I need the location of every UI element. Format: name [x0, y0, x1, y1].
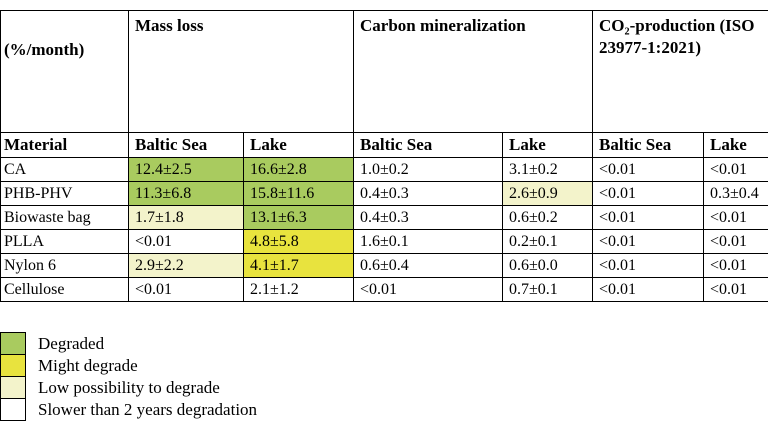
value-cell: <0.01 [592, 181, 705, 206]
low-color-swatch [0, 376, 26, 399]
table-row: PHB-PHV 11.3±6.8 15.8±11.6 0.4±0.3 2.6±0.9 <0… [0, 181, 768, 206]
value-cell: 0.6±0.2 [502, 205, 594, 230]
value-cell: 16.6±2.8 [242, 157, 355, 182]
column-header-co2-baltic: Baltic Sea [592, 132, 705, 158]
material-cell: Cellulose [0, 277, 129, 302]
legend-label: Might degrade [38, 356, 138, 375]
legend-item: Low possibility to degrade [0, 376, 257, 399]
value-cell: 0.2±0.1 [502, 229, 594, 254]
material-cell: Biowaste bag [0, 205, 129, 230]
material-cell: PHB-PHV [0, 181, 129, 206]
column-header-massloss-lake: Lake [242, 132, 355, 158]
table-row: Biowaste bag 1.7±1.8 13.1±6.3 0.4±0.3 0.6±0.… [0, 205, 768, 230]
value-cell: 4.8±5.8 [242, 229, 355, 254]
value-cell: 11.3±6.8 [128, 181, 244, 206]
value-cell: 15.8±11.6 [242, 181, 355, 206]
none-color-swatch [0, 398, 26, 421]
value-cell: 3.1±0.2 [502, 157, 594, 182]
value-cell: <0.01 [592, 157, 705, 182]
value-cell: 0.7±0.1 [502, 277, 594, 302]
value-cell: <0.01 [592, 229, 705, 254]
degraded-color-swatch [0, 332, 26, 355]
value-cell: 1.6±0.1 [353, 229, 504, 254]
value-cell: <0.01 [128, 277, 244, 302]
unit-label-cell: (%/month) [0, 10, 129, 133]
value-cell: 0.6±0.4 [353, 253, 504, 278]
table-row: PLLA <0.01 4.8±5.8 1.6±0.1 0.2±0.1 <0.01 <0.01 [0, 229, 768, 254]
value-cell: <0.01 [128, 229, 244, 254]
group-header-row: (%/month) Mass loss Carbon mineralizatio… [0, 10, 768, 133]
value-cell: 0.4±0.3 [353, 181, 504, 206]
biodegradation-table: (%/month) Mass loss Carbon mineralizatio… [0, 10, 768, 302]
value-cell: 2.9±2.2 [128, 253, 244, 278]
value-cell: <0.01 [703, 277, 768, 302]
value-cell: 1.7±1.8 [128, 205, 244, 230]
material-cell: Nylon 6 [0, 253, 129, 278]
value-cell: 12.4±2.5 [128, 157, 244, 182]
group-header-co2-production: CO₂-production (ISO 23977-1:2021) [592, 10, 768, 133]
value-cell: 2.6±0.9 [502, 181, 594, 206]
value-cell: <0.01 [592, 253, 705, 278]
value-cell: 4.1±1.7 [242, 253, 355, 278]
column-header-row: Material Baltic Sea Lake Baltic Sea Lake… [0, 132, 768, 158]
column-header-co2-lake: Lake [703, 132, 768, 158]
value-cell: <0.01 [703, 205, 768, 230]
value-cell: 0.3±0.4 [703, 181, 768, 206]
unit-label: (%/month) [4, 40, 85, 59]
legend-item: Might degrade [0, 354, 257, 377]
legend-item: Degraded [0, 332, 257, 355]
column-header-massloss-baltic: Baltic Sea [128, 132, 244, 158]
value-cell: 13.1±6.3 [242, 205, 355, 230]
material-cell: CA [0, 157, 129, 182]
group-header-mass-loss: Mass loss [127, 10, 355, 133]
value-cell: <0.01 [703, 229, 768, 254]
group-header-carbon-mineralization: Carbon mineralization [353, 10, 594, 133]
table-row: CA 12.4±2.5 16.6±2.8 1.0±0.2 3.1±0.2 <0.01 <0.… [0, 157, 768, 182]
table-row: Nylon 6 2.9±2.2 4.1±1.7 0.6±0.4 0.6±0.0 <0.01… [0, 253, 768, 278]
legend-label: Slower than 2 years degradation [38, 400, 258, 419]
value-cell: 0.4±0.3 [353, 205, 504, 230]
legend: Degraded Might degrade Low possibility to … [0, 332, 257, 421]
value-cell: <0.01 [592, 277, 705, 302]
column-header-carbon-lake: Lake [502, 132, 594, 158]
value-cell: <0.01 [703, 157, 768, 182]
value-cell: 1.0±0.2 [353, 157, 504, 182]
column-header-carbon-baltic: Baltic Sea [353, 132, 504, 158]
value-cell: 2.1±1.2 [242, 277, 355, 302]
value-cell: <0.01 [703, 253, 768, 278]
value-cell: <0.01 [353, 277, 504, 302]
legend-label: Degraded [38, 334, 105, 353]
might-color-swatch [0, 354, 26, 377]
column-header-material: Material [0, 132, 129, 158]
material-cell: PLLA [0, 229, 129, 254]
value-cell: <0.01 [592, 205, 705, 230]
legend-item: Slower than 2 years degradation [0, 398, 257, 421]
table-row: Cellulose <0.01 2.1±1.2 <0.01 0.7±0.1 <0.01 <0… [0, 277, 768, 302]
legend-label: Low possibility to degrade [38, 378, 220, 397]
value-cell: 0.6±0.0 [502, 253, 594, 278]
